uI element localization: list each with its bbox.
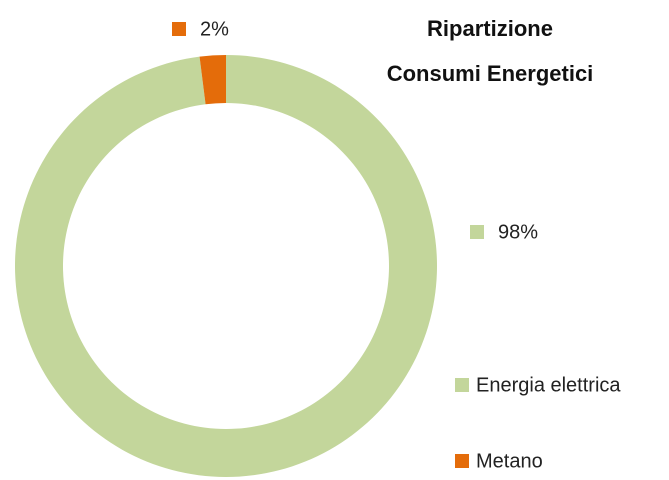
data-label-key — [172, 22, 186, 36]
data-label: 2% — [200, 18, 229, 40]
donut-segment — [15, 55, 438, 477]
donut-segment — [199, 55, 226, 105]
chart-title: Consumi Energetici — [387, 61, 594, 86]
legend-label: Metano — [476, 450, 543, 472]
chart-title: Ripartizione — [427, 16, 553, 41]
data-label: 98% — [498, 221, 538, 243]
data-label-key — [470, 225, 484, 239]
legend-label: Energia elettrica — [476, 374, 621, 396]
legend-key — [455, 378, 469, 392]
legend-key — [455, 454, 469, 468]
